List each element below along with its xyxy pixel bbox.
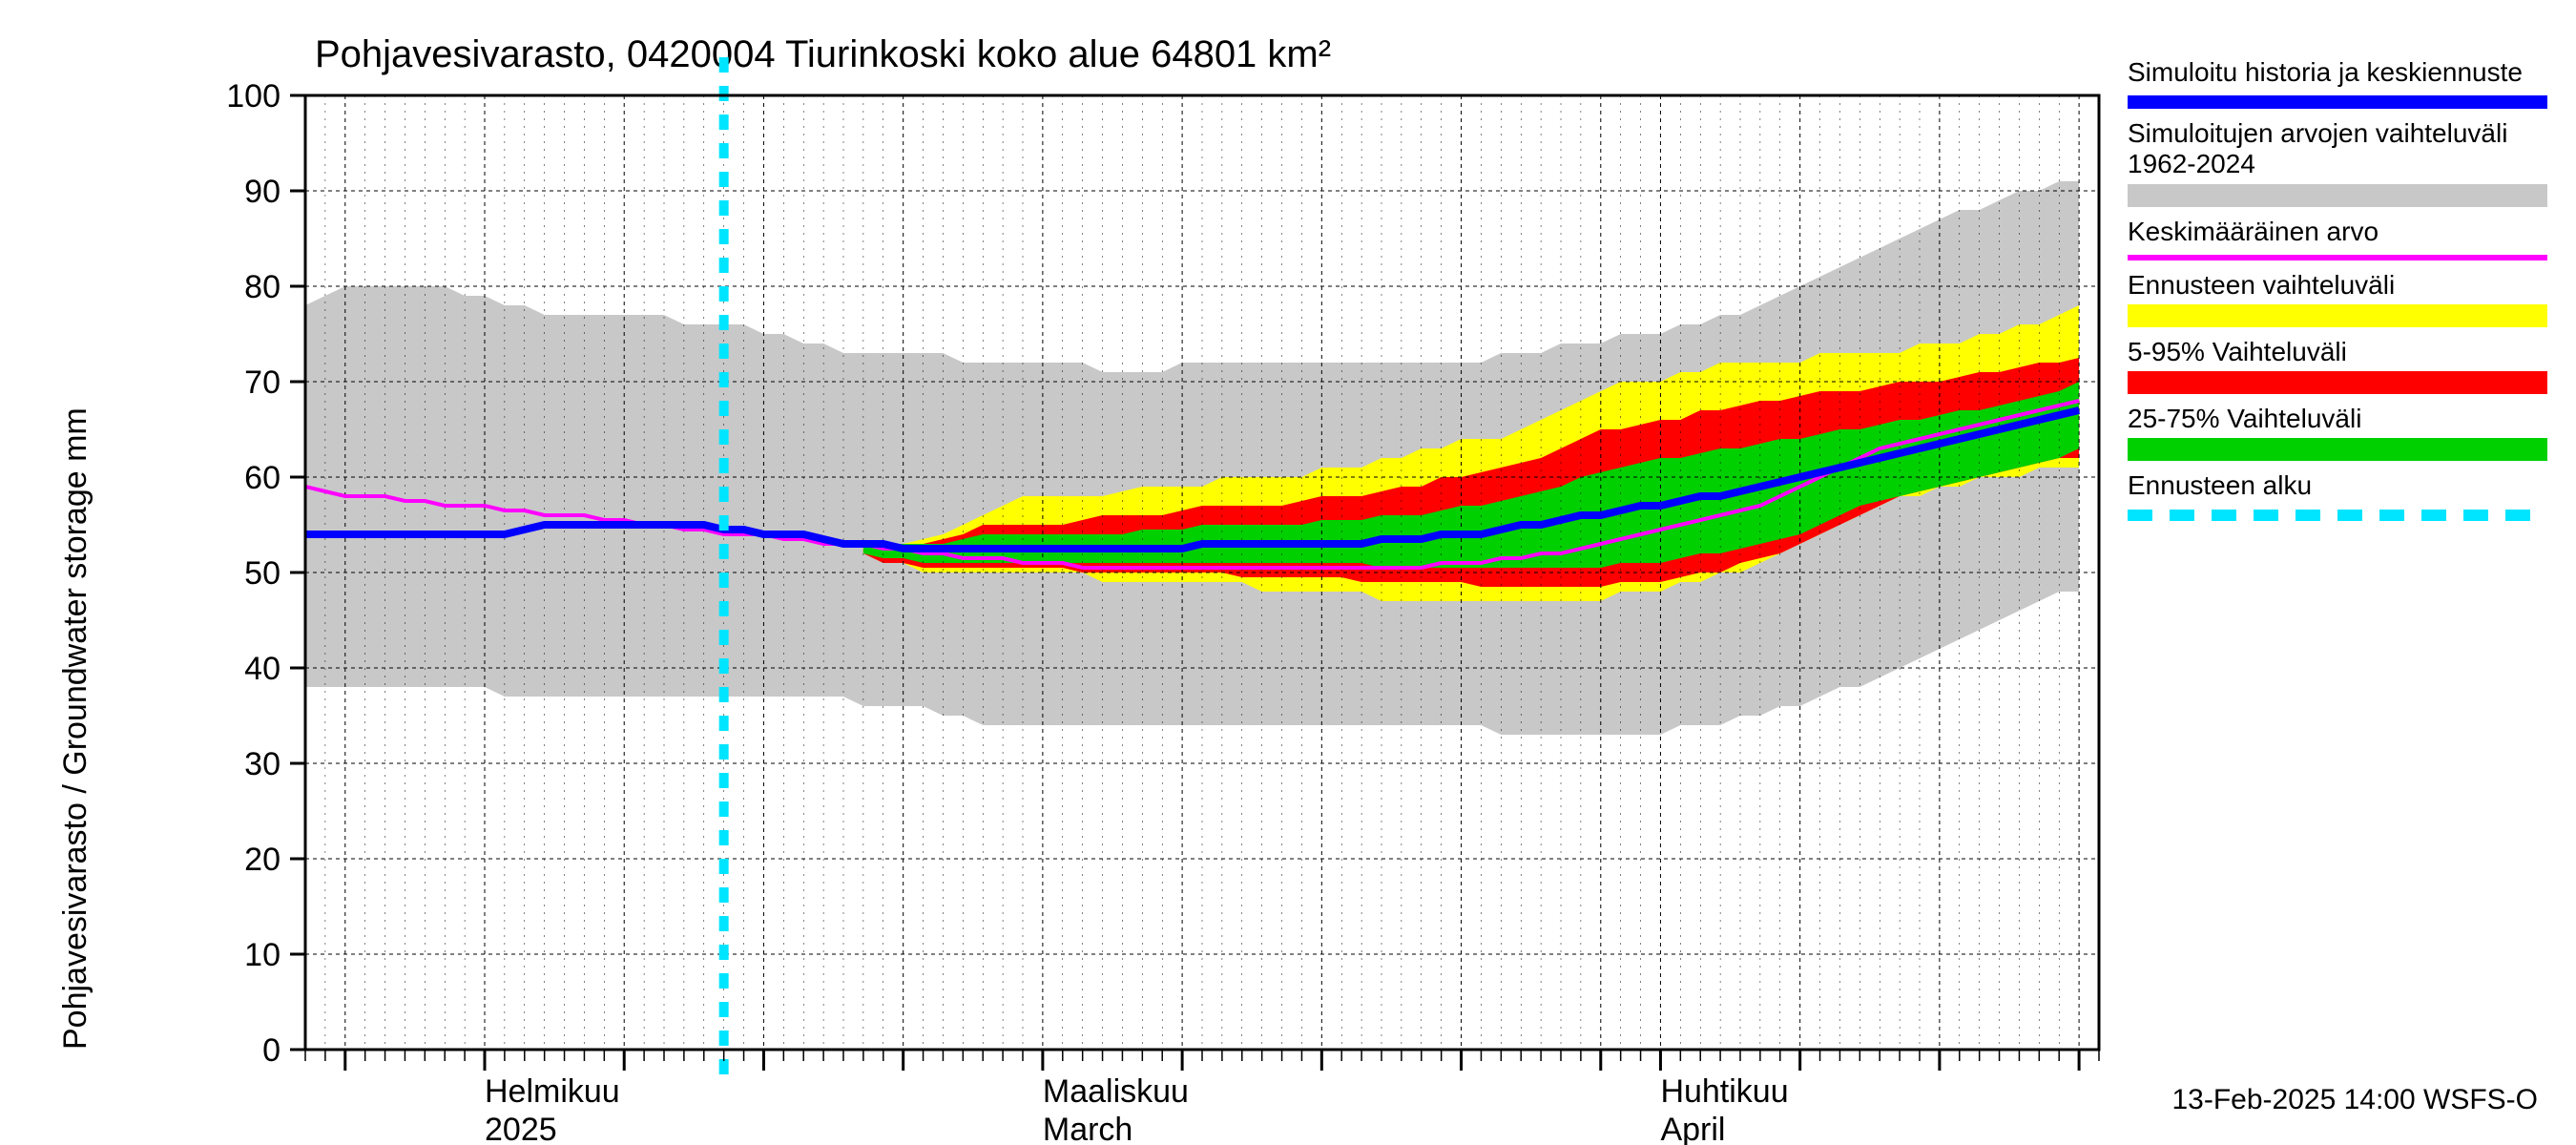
ytick-label: 40: [244, 651, 280, 687]
footer-timestamp: 13-Feb-2025 14:00 WSFS-O: [2171, 1084, 2538, 1116]
ytick-label: 10: [244, 937, 280, 973]
legend-swatch: [2128, 438, 2547, 461]
legend-label: Simuloitujen arvojen vaihteluväli 1962-2…: [2128, 118, 2547, 179]
chart-container: Pohjavesivarasto / Groundwater storage m…: [0, 0, 2576, 1145]
legend-swatch: [2128, 95, 2547, 109]
legend-item-gray: Simuloitujen arvojen vaihteluväli 1962-2…: [2128, 118, 2547, 206]
legend-label: 25-75% Vaihteluväli: [2128, 404, 2547, 434]
chart-title: Pohjavesivarasto, 0420004 Tiurinkoski ko…: [315, 33, 1331, 75]
legend-item-yellow: Ennusteen vaihteluväli: [2128, 270, 2547, 327]
ytick-label: 30: [244, 746, 280, 782]
legend-label: Keskimääräinen arvo: [2128, 217, 2547, 247]
ytick-label: 20: [244, 842, 280, 878]
ytick-label: 60: [244, 460, 280, 496]
x-month-label-top: Maaliskuu: [1043, 1073, 1189, 1110]
legend-item-red: 5-95% Vaihteluväli: [2128, 337, 2547, 394]
ytick-label: 70: [244, 364, 280, 401]
legend-swatch: [2128, 184, 2547, 207]
ytick-label: 100: [226, 78, 280, 114]
x-month-label-top: Helmikuu: [485, 1073, 620, 1110]
legend-label: 5-95% Vaihteluväli: [2128, 337, 2547, 367]
legend-swatch: [2128, 304, 2547, 327]
x-month-label-bottom: April: [1660, 1112, 1725, 1145]
ytick-label: 90: [244, 174, 280, 210]
legend-label: Ennusteen vaihteluväli: [2128, 270, 2547, 301]
ytick-label: 0: [262, 1032, 280, 1069]
legend-swatch: [2128, 255, 2547, 260]
x-month-label-top: Huhtikuu: [1660, 1073, 1788, 1110]
legend-item-cyan: Ennusteen alku: [2128, 470, 2547, 520]
legend: Simuloitu historia ja keskiennuste Simulo…: [2128, 57, 2547, 531]
legend-label: Ennusteen alku: [2128, 470, 2547, 501]
legend-item-magenta: Keskimääräinen arvo: [2128, 217, 2547, 260]
legend-item-green: 25-75% Vaihteluväli: [2128, 404, 2547, 461]
legend-swatch: [2128, 371, 2547, 394]
x-month-label-bottom: March: [1043, 1112, 1132, 1145]
x-month-label-bottom: 2025: [485, 1112, 557, 1145]
legend-label: Simuloitu historia ja keskiennuste: [2128, 57, 2547, 88]
ytick-label: 80: [244, 269, 280, 305]
ytick-label: 50: [244, 555, 280, 592]
legend-swatch: [2128, 510, 2547, 521]
y-axis-label: Pohjavesivarasto / Groundwater storage m…: [57, 407, 94, 1050]
legend-item-blue: Simuloitu historia ja keskiennuste: [2128, 57, 2547, 109]
